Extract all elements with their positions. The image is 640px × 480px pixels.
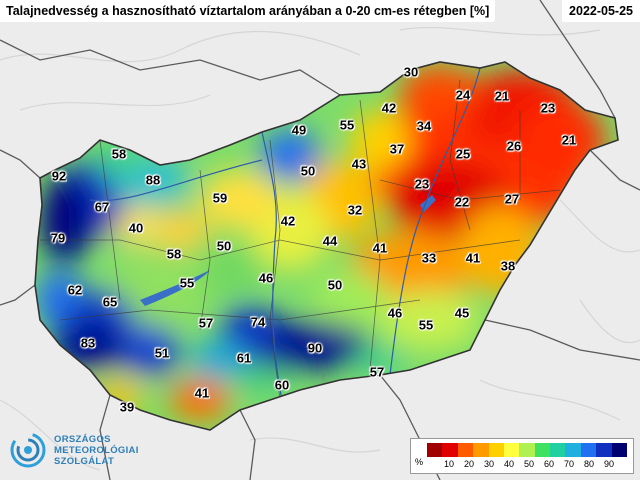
value-label: 60 [274, 377, 290, 393]
value-label: 34 [416, 118, 432, 134]
color-legend: % 10 20 30 40 50 60 70 80 90 [410, 438, 634, 474]
value-label: 41 [372, 240, 388, 256]
value-label: 67 [94, 199, 110, 215]
legend-swatch [580, 443, 597, 457]
legend-tick: 90 [603, 459, 615, 469]
value-label: 55 [339, 117, 355, 133]
legend-swatch [473, 443, 490, 457]
value-label: 41 [194, 385, 210, 401]
value-label: 39 [119, 399, 135, 415]
legend-swatch [519, 443, 536, 457]
value-label: 65 [102, 294, 118, 310]
value-label: 30 [403, 64, 419, 80]
value-label: 50 [216, 238, 232, 254]
value-label: 40 [128, 220, 144, 236]
value-label: 92 [51, 168, 67, 184]
value-label: 23 [414, 176, 430, 192]
value-label: 26 [506, 138, 522, 154]
legend-tick: 60 [543, 459, 555, 469]
value-label: 88 [145, 172, 161, 188]
value-label: 46 [387, 305, 403, 321]
value-label: 79 [50, 230, 66, 246]
value-label: 24 [455, 87, 471, 103]
value-label: 58 [111, 146, 127, 162]
value-label: 55 [418, 317, 434, 333]
value-label: 61 [236, 350, 252, 366]
legend-swatch [427, 443, 443, 457]
legend-tick: 20 [463, 459, 475, 469]
value-label: 90 [307, 340, 323, 356]
map-date: 2022-05-25 [562, 0, 640, 22]
legend-color-bar [427, 443, 628, 457]
value-label: 83 [80, 335, 96, 351]
logo-line-3: SZOLGÁLAT [54, 456, 115, 467]
legend-swatch [503, 443, 520, 457]
legend-tick: 10 [443, 459, 455, 469]
value-label: 55 [179, 275, 195, 291]
value-label: 27 [504, 191, 520, 207]
legend-swatch [611, 443, 628, 457]
legend-tick: 40 [503, 459, 515, 469]
legend-unit: % [415, 457, 424, 467]
value-label: 42 [381, 100, 397, 116]
legend-swatch [596, 443, 613, 457]
logo-line-1: ORSZÁGOS [54, 434, 111, 445]
logo-line-2: METEOROLÓGIAI [54, 445, 139, 456]
legend-tick: 80 [583, 459, 595, 469]
legend-swatch [442, 443, 459, 457]
legend-swatch [565, 443, 582, 457]
legend-tick: 50 [523, 459, 535, 469]
legend-swatch [534, 443, 551, 457]
value-label: 32 [347, 202, 363, 218]
omsz-logo: ORSZÁGOS METEOROLÓGIAI SZOLGÁLAT [8, 430, 158, 474]
value-label: 74 [250, 314, 266, 330]
legend-tick: 70 [563, 459, 575, 469]
value-label: 58 [166, 246, 182, 262]
value-label: 42 [280, 213, 296, 229]
value-label: 62 [67, 282, 83, 298]
value-label: 25 [455, 146, 471, 162]
value-label: 37 [389, 141, 405, 157]
value-label: 50 [300, 163, 316, 179]
legend-swatch [488, 443, 505, 457]
legend-swatch [550, 443, 566, 457]
value-label: 38 [500, 258, 516, 274]
value-label: 44 [322, 233, 338, 249]
value-label: 46 [258, 270, 274, 286]
value-label: 49 [291, 122, 307, 138]
legend-tick: 30 [483, 459, 495, 469]
value-label: 33 [421, 250, 437, 266]
map-title: Talajnedvesség a hasznosítható víztartal… [0, 0, 496, 22]
logo-swirl-icon [10, 432, 46, 468]
value-label: 21 [494, 88, 510, 104]
value-label: 22 [454, 194, 470, 210]
legend-swatch [457, 443, 474, 457]
value-label: 59 [212, 190, 228, 206]
value-label: 57 [369, 364, 385, 380]
value-label: 50 [327, 277, 343, 293]
value-label: 41 [465, 250, 481, 266]
value-label: 21 [561, 132, 577, 148]
value-label: 45 [454, 305, 470, 321]
value-label: 43 [351, 156, 367, 172]
legend-ticks: 10 20 30 40 50 60 70 80 90 [427, 459, 627, 471]
value-label: 51 [154, 345, 170, 361]
value-label: 23 [540, 100, 556, 116]
value-label: 57 [198, 315, 214, 331]
